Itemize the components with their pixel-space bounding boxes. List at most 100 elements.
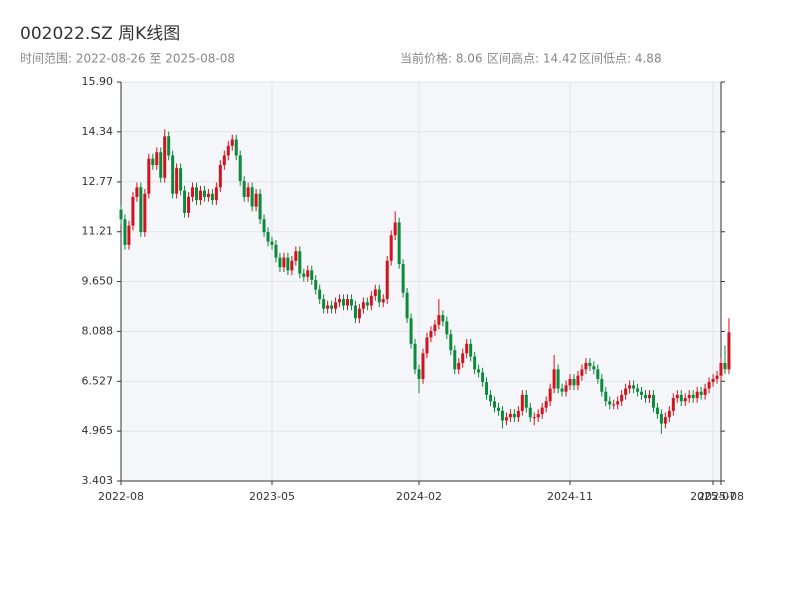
candle-body [691,394,695,399]
candle-body [234,139,238,156]
candle-body [727,332,731,370]
candle-body [393,222,397,236]
candle-body [699,391,703,395]
candle-body [421,353,425,379]
date-range: 时间范围: 2022-08-26 至 2025-08-08 [20,52,235,66]
period-high: 区间高点: 14.42 [487,51,577,66]
candle-body [179,168,183,191]
candle-body [540,407,544,415]
candle-body [262,219,266,233]
candle-body [711,378,715,383]
candle-body [171,155,175,194]
candle-body [306,270,310,277]
candle-body [647,394,651,399]
candle-body [246,187,250,197]
candle-body [302,273,306,277]
candle-body [461,353,465,363]
candle-body [326,305,330,309]
candle-body [349,299,353,306]
candle-body [385,260,389,300]
candle-body [194,187,198,201]
candle-body [679,394,683,402]
candle-body [290,260,294,271]
candle-body [250,187,254,207]
candle-body [536,414,540,418]
candle-body [191,187,195,197]
candle-body [508,414,512,418]
candle-body [127,225,131,245]
candle-body [612,404,616,406]
candle-body [568,378,572,386]
x-tick-label: 2025-08 [698,490,744,503]
candle-body [516,410,520,418]
candle-body [628,385,632,389]
candle-body [632,385,636,389]
candle-body [155,152,159,166]
candle-body [353,305,357,319]
period-low: 区间低点: 4.88 [579,52,662,66]
candle-body [640,391,644,395]
candle-body [397,222,401,264]
candle-body [322,299,326,309]
candle-body [489,394,493,402]
candle-body [556,369,560,389]
candle-body [620,394,624,402]
x-tick-label: 2023-05 [249,490,295,503]
candle-body [183,190,187,213]
candle-body [298,251,302,274]
candle-body [334,302,338,309]
candle-body [413,343,417,370]
candle-body [715,375,719,379]
candle-body [282,257,286,268]
candle-body [119,209,123,220]
candle-body [338,299,342,303]
candle-body [651,394,655,408]
candle-body [218,165,222,188]
candle-body [202,190,206,197]
candle-body [457,362,461,370]
candle-body [465,343,469,354]
candle-body [318,289,322,300]
candle-body [369,295,373,306]
candle-body [580,369,584,376]
candle-body [493,401,497,408]
y-tick-label: 9.650 [82,275,114,288]
candle-body [159,152,163,178]
candle-body [401,263,405,293]
candle-body [683,398,687,402]
candle-body [139,187,143,233]
candle-body [377,289,381,303]
candle-body [381,299,385,303]
candle-body [342,299,346,306]
candle-body [214,187,218,201]
y-tick-label: 3.403 [82,474,114,487]
candle-body [198,190,202,201]
candle-body [512,414,516,418]
candle-body [604,391,608,402]
candle-body [576,375,580,386]
candle-body [528,407,532,418]
candle-body [163,136,167,178]
y-tick-label: 6.527 [82,374,114,387]
candle-body [270,241,274,245]
candle-body [345,299,349,306]
candle-body [520,394,524,411]
candle-body [481,372,485,383]
x-tick-label: 2025-07 [690,490,736,503]
candle-body [532,417,536,419]
candle-body [266,232,270,242]
x-tick-label: 2022-08 [98,490,144,503]
candle-body [644,394,648,399]
candle-body [600,378,604,392]
candle-body [695,391,699,399]
candle-body [310,270,314,280]
candle-body [409,318,413,344]
candle-body [441,315,445,322]
candle-body [703,388,707,395]
candle-body [616,401,620,405]
candle-body [719,362,723,376]
candle-body [278,257,282,268]
candle-body [314,279,318,290]
candle-body [485,382,489,395]
